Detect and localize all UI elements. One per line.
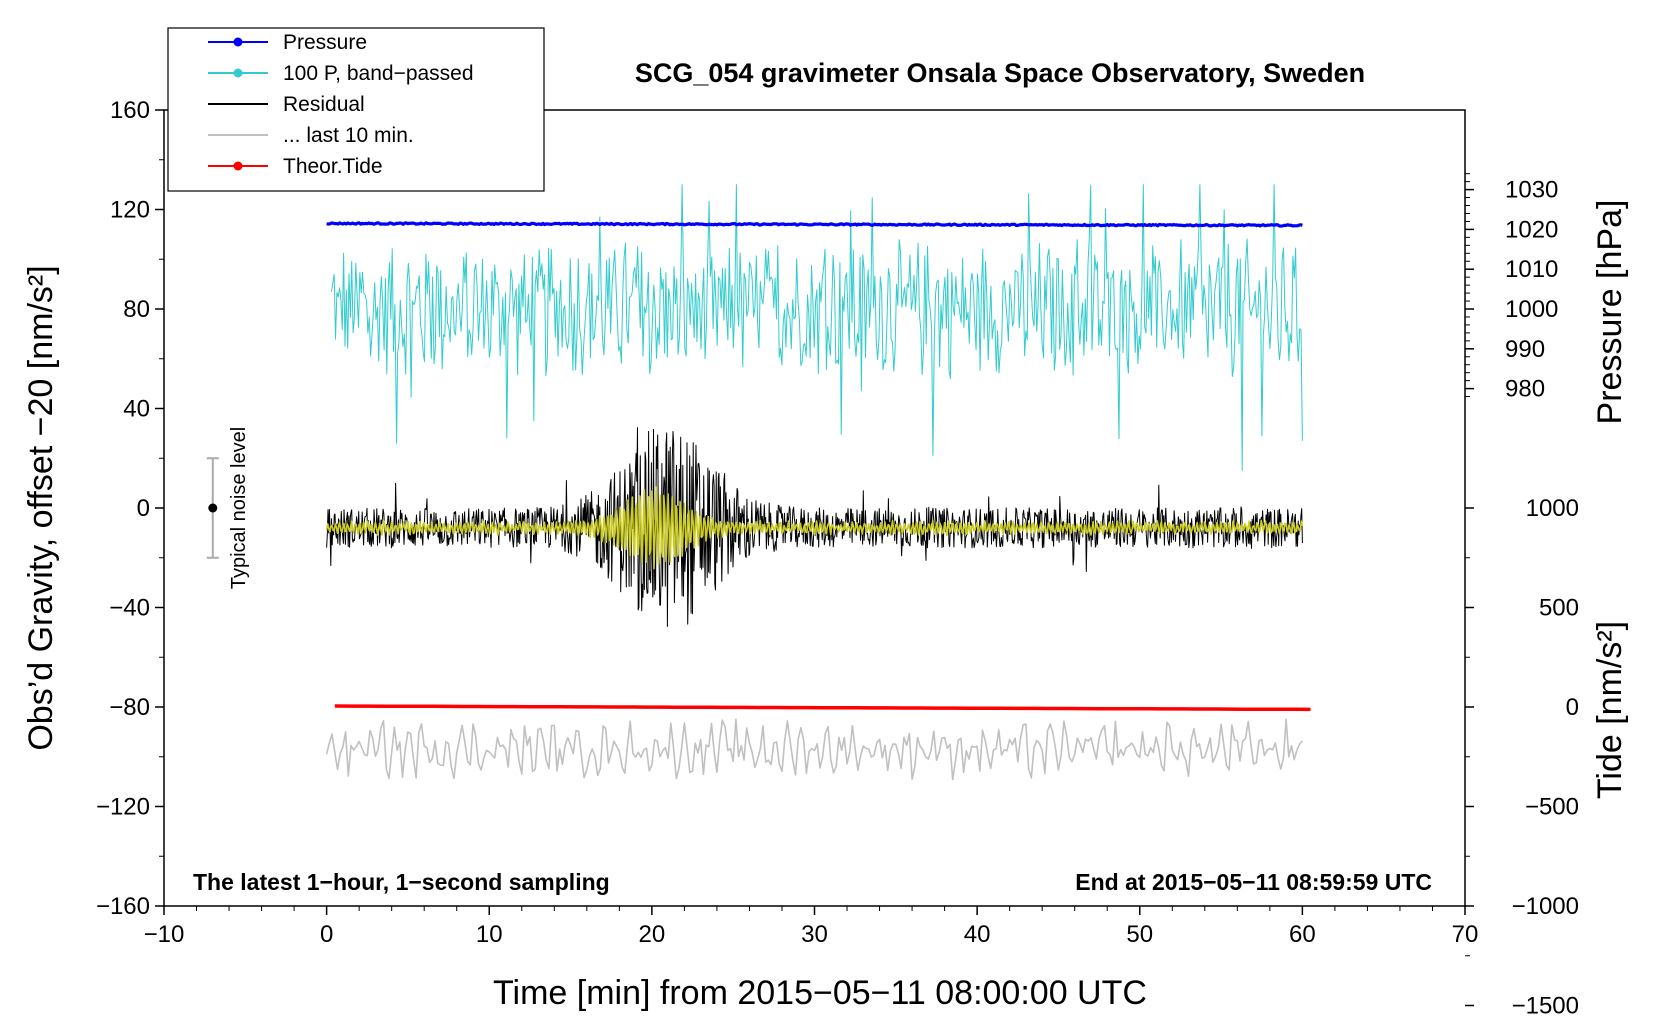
y-tick-label: 40 <box>123 396 150 423</box>
y-tick-label: −40 <box>109 595 150 622</box>
x-tick-label: −10 <box>144 921 185 948</box>
x-tick-label: 10 <box>476 921 503 948</box>
y-tick-label: −120 <box>96 794 150 821</box>
pressure-axis-title: Pressure [hPa] <box>1591 200 1629 425</box>
noise-indicator: Typical noise level <box>206 427 250 589</box>
noise-label: Typical noise level <box>228 427 250 589</box>
x-tick-label: 50 <box>1126 921 1153 948</box>
pressure-tick-label: 980 <box>1505 376 1545 403</box>
y-tick-label: −160 <box>96 893 150 920</box>
bandpassed-pressure-line <box>331 184 1303 472</box>
y-tick-label: −80 <box>109 694 150 721</box>
tide-axis-title: Tide [nm/s²] <box>1591 621 1629 799</box>
pressure-line <box>326 221 1303 228</box>
pressure-tick-label: 1010 <box>1505 256 1558 283</box>
y-tick-label: 80 <box>123 296 150 323</box>
sampling-note: The latest 1−hour, 1−second sampling <box>193 869 610 895</box>
tide-tick-label: −1000 <box>1512 893 1579 920</box>
residual-smoothed-line <box>325 486 1304 570</box>
legend-label: Theor.Tide <box>283 155 383 178</box>
end-time-note: End at 2015−05−11 08:59:59 UTC <box>1075 869 1432 895</box>
legend-marker <box>233 161 243 171</box>
last-10-min-line <box>325 718 1304 781</box>
x-tick-label: 40 <box>964 921 991 948</box>
tide-tick-label: 0 <box>1566 694 1579 721</box>
x-tick-label: 30 <box>801 921 828 948</box>
y-tick-label: 0 <box>137 495 150 522</box>
x-tick-label: 0 <box>320 921 333 948</box>
pressure-tick-label: 1020 <box>1505 216 1558 243</box>
tide-tick-label: −500 <box>1525 794 1579 821</box>
legend-label: Pressure <box>283 31 367 54</box>
x-tick-label: 70 <box>1452 921 1479 948</box>
chart-title: SCG_054 gravimeter Onsala Space Observat… <box>635 58 1365 88</box>
legend: Pressure 100 P, band−passed Residual ... la… <box>167 27 545 192</box>
plot-series <box>325 184 1311 781</box>
legend-marker <box>233 68 243 78</box>
plot-frame <box>163 109 1466 907</box>
noise-center-dot <box>208 503 218 513</box>
pressure-tick-label: 990 <box>1505 336 1545 363</box>
legend-label: Residual <box>283 93 365 116</box>
y-tick-label: 120 <box>110 197 150 224</box>
tide-tick-label: 1000 <box>1526 495 1579 522</box>
legend-label: ... last 10 min. <box>283 124 414 147</box>
y-tick-label: 160 <box>110 97 150 124</box>
x-tick-label: 20 <box>639 921 666 948</box>
x-axis-title: Time [min] from 2015−05−11 08:00:00 UTC <box>493 974 1147 1012</box>
axis-ticks: −10 0 10 20 30 40 50 60 7016012080400−40−80−120−… <box>96 97 1579 1020</box>
legend-marker <box>233 37 243 47</box>
tide-line <box>334 704 1311 712</box>
x-tick-label: 60 <box>1289 921 1316 948</box>
legend-box <box>167 27 545 192</box>
tide-tick-label: 500 <box>1539 595 1579 622</box>
pressure-tick-label: 1000 <box>1505 296 1558 323</box>
legend-label: 100 P, band−passed <box>283 62 474 85</box>
residual-line <box>326 427 1303 627</box>
y-axis-title: Obs’d Gravity, offset −20 [nm/s²] <box>22 265 60 750</box>
tide-tick-label: −1500 <box>1512 993 1579 1020</box>
pressure-tick-label: 1030 <box>1505 177 1558 204</box>
